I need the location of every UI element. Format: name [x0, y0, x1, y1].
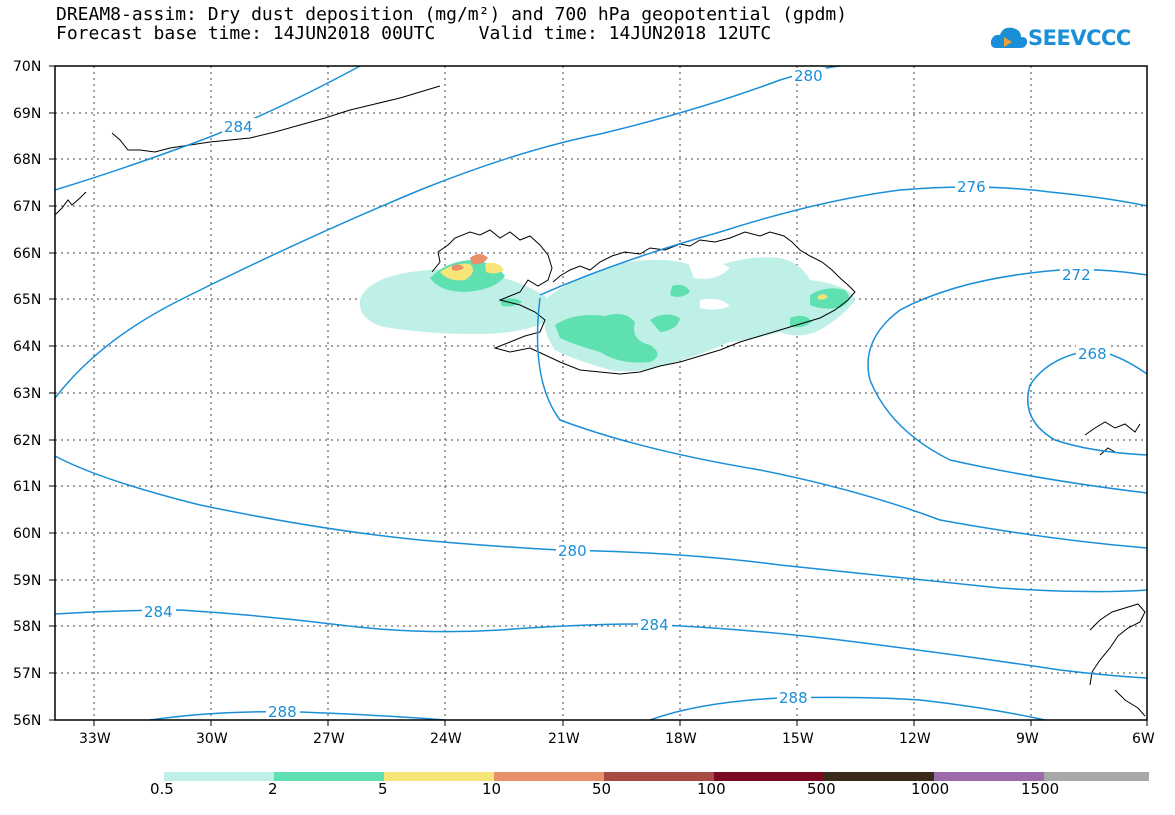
colorbar-label: 100	[697, 780, 726, 798]
logo-text: SEEVCCC	[1028, 26, 1131, 50]
colorbar-segment	[384, 772, 494, 781]
contour-label: 280	[558, 542, 587, 560]
dust-shading	[359, 254, 855, 372]
colorbar-segment	[494, 772, 604, 781]
contour-label: 288	[779, 689, 808, 707]
colorbar-segment	[604, 772, 714, 781]
colorbar-segment	[714, 772, 824, 781]
lat-label: 56N	[13, 713, 41, 729]
colorbar-segment	[274, 772, 384, 781]
axis-ticks	[49, 65, 1148, 726]
colorbar-label: 2	[268, 780, 278, 798]
lat-label: 59N	[13, 573, 41, 589]
lat-label: 65N	[13, 292, 41, 308]
lat-label: 63N	[13, 386, 41, 402]
seevccc-logo: SEEVCCC	[990, 22, 1150, 58]
lat-label: 61N	[13, 479, 41, 495]
colorbar-segment	[934, 772, 1044, 781]
lat-label: 70N	[13, 59, 41, 75]
title-line-2: Forecast base time: 14JUN2018 00UTC Vali…	[56, 23, 772, 44]
lon-label: 9W	[1016, 731, 1039, 747]
lon-label: 18W	[665, 731, 697, 747]
lat-label: 64N	[13, 339, 41, 355]
cloud-icon	[990, 27, 1028, 48]
colorbar-label: 1000	[911, 780, 950, 798]
geopotential-contours	[54, 65, 1148, 721]
contour-label: 284	[144, 603, 173, 621]
lat-label: 60N	[13, 526, 41, 542]
colorbar-label: 50	[592, 780, 612, 798]
lon-label: 33W	[79, 731, 111, 747]
longitude-labels: 33W 30W 27W 24W 21W 18W 15W 12W 9W 6W	[79, 731, 1155, 747]
lat-label: 68N	[13, 152, 41, 168]
lat-label: 62N	[13, 433, 41, 449]
lon-label: 24W	[430, 731, 462, 747]
lat-label: 58N	[13, 619, 41, 635]
latitude-labels: 70N 69N 68N 67N 66N 65N 64N 63N 62N 61N …	[13, 59, 41, 729]
colorbar-segment	[1044, 772, 1149, 781]
colorbar-segment	[824, 772, 934, 781]
lon-label: 21W	[548, 731, 580, 747]
lat-label: 57N	[13, 666, 41, 682]
title-line-1: DREAM8-assim: Dry dust deposition (mg/m²…	[56, 4, 848, 25]
colorbar-label: 10	[482, 780, 502, 798]
colorbar-label: 0.5	[150, 780, 174, 798]
graticule	[55, 66, 1147, 720]
coastlines	[54, 85, 1146, 717]
lon-label: 27W	[313, 731, 345, 747]
contour-label: 284	[640, 616, 669, 634]
colorbar-label: 5	[378, 780, 388, 798]
colorbar-segment	[164, 772, 274, 781]
lon-label: 6W	[1132, 731, 1155, 747]
lat-label: 67N	[13, 199, 41, 215]
lon-label: 12W	[899, 731, 931, 747]
contour-label: 276	[957, 178, 986, 196]
contour-labels: 284 280 276 272 268 280 284 284 288 288	[142, 67, 1110, 721]
colorbar-label: 1500	[1021, 780, 1060, 798]
contour-label: 280	[794, 67, 823, 85]
contour-label: 272	[1062, 266, 1091, 284]
lat-label: 66N	[13, 246, 41, 262]
colorbar-label: 500	[807, 780, 836, 798]
lon-label: 30W	[196, 731, 228, 747]
lon-label: 15W	[782, 731, 814, 747]
contour-label: 284	[224, 118, 253, 136]
contour-label: 268	[1078, 345, 1107, 363]
lat-label: 69N	[13, 106, 41, 122]
contour-label: 288	[268, 703, 297, 721]
